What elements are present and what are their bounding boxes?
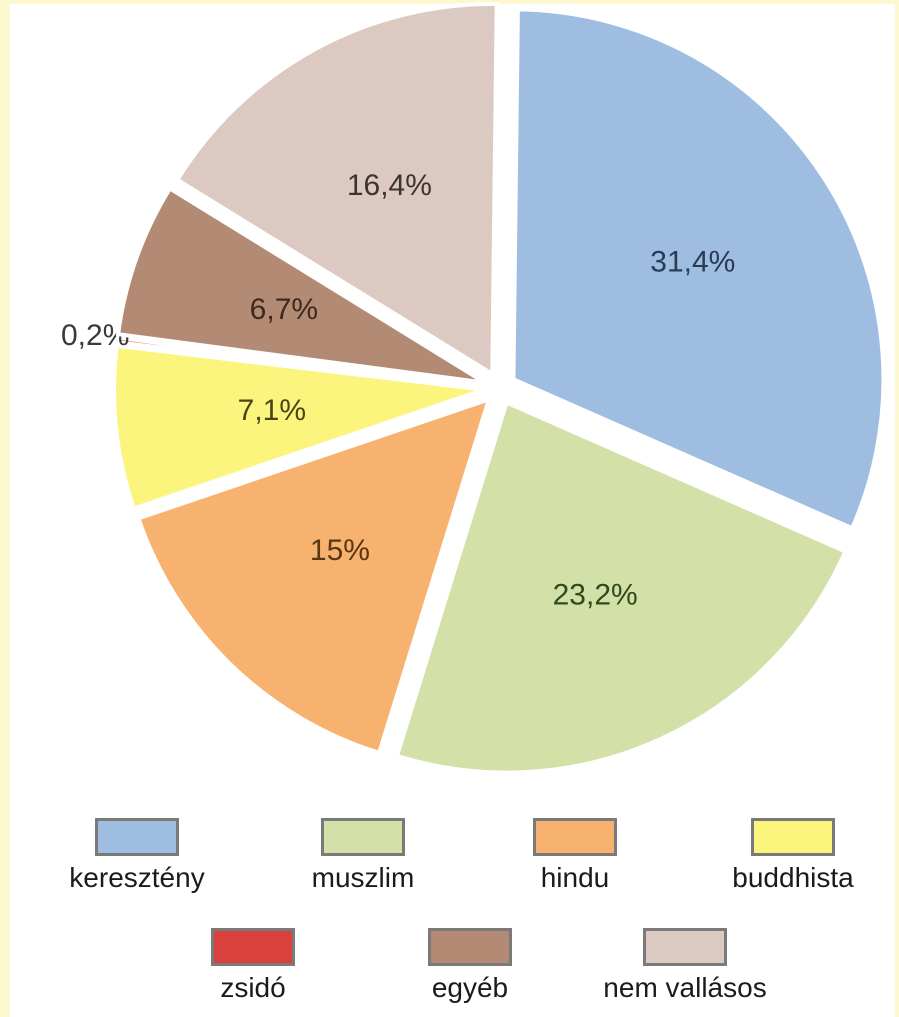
pie-slice-hindu: [135, 396, 492, 756]
legend-swatch-kereszteny: [95, 818, 179, 856]
legend-swatch-buddhista: [751, 818, 835, 856]
legend-label-hindu: hindu: [540, 862, 610, 893]
legend-label-buddhista: buddhista: [732, 862, 854, 893]
legend-label-nem-vallasos: nem vallásos: [603, 972, 767, 1003]
legend-label-zsido: zsidó: [220, 972, 286, 1003]
pie-slice-zsido: [114, 335, 485, 388]
legend-swatch-hindu: [533, 818, 617, 856]
legend-item-muszlim: muszlim: [278, 818, 448, 894]
legend-item-zsido: zsidó: [168, 928, 338, 1004]
data-label-egyeb: 6,7%: [250, 293, 318, 326]
pie-slice-kereszteny: [511, 7, 886, 531]
pie-slice-muszlim: [394, 399, 848, 775]
data-label-nem-vallasos: 16,4%: [347, 169, 432, 202]
legend-swatch-muszlim: [321, 818, 405, 856]
data-label-kereszteny: 31,4%: [650, 246, 735, 279]
legend-label-kereszteny: keresztény: [69, 862, 205, 893]
legend-item-nem-vallasos: nem vallásos: [600, 928, 770, 1004]
pie-chart: 31,4%23,2%15%7,1%0,2%6,7%16,4%: [61, 2, 886, 775]
legend-item-egyeb: egyéb: [385, 928, 555, 1004]
pie-slice-nem-vallasos: [174, 2, 499, 378]
legend-swatch-nem-vallasos: [643, 928, 727, 966]
legend-item-hindu: hindu: [490, 818, 660, 894]
data-label-muszlim: 23,2%: [553, 579, 638, 612]
pie-slice-egyeb: [115, 185, 486, 385]
legend-item-buddhista: buddhista: [708, 818, 878, 894]
pie-slice-buddhista: [112, 343, 485, 512]
legend-swatch-egyeb: [428, 928, 512, 966]
legend-swatch-zsido: [211, 928, 295, 966]
legend-item-kereszteny: keresztény: [52, 818, 222, 894]
legend-label-muszlim: muszlim: [311, 862, 415, 893]
data-label-hindu: 15%: [310, 534, 370, 567]
legend-label-egyeb: egyéb: [431, 972, 509, 1003]
data-label-buddhista: 7,1%: [238, 394, 306, 427]
